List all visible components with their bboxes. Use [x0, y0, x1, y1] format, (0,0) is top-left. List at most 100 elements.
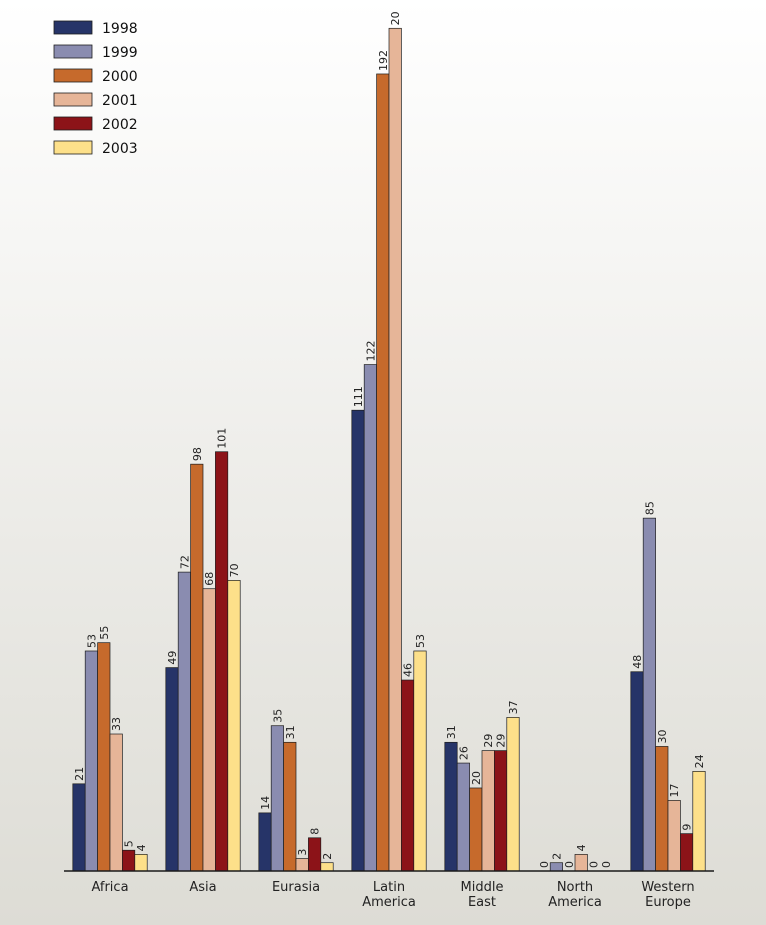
- legend-swatch-1999: [53, 44, 93, 59]
- data-label-2000-5: 0: [563, 861, 576, 868]
- bar-2002-6: [680, 833, 694, 872]
- data-label-2001-6: 17: [668, 783, 681, 797]
- data-label-2003-1: 70: [228, 563, 241, 577]
- bar-1998-3: [351, 409, 365, 872]
- category-label-2: Eurasia: [272, 880, 320, 895]
- bar-2001-4: [481, 750, 495, 872]
- data-label-2000-1: 98: [191, 447, 204, 461]
- bar-1998-1: [165, 667, 179, 872]
- legend-label-2000: 2000: [102, 69, 138, 85]
- bar-2000-6: [655, 746, 669, 872]
- bar-2000-3: [376, 73, 390, 872]
- legend-label-1999: 1999: [102, 45, 138, 61]
- category-label-0: Africa: [91, 880, 128, 895]
- data-label-1999-3: 122: [364, 341, 377, 362]
- data-label-2003-5: 0: [600, 861, 613, 868]
- bar-1998-0: [72, 783, 86, 872]
- bar-2002-1: [215, 451, 229, 872]
- data-label-2003-4: 37: [507, 700, 520, 714]
- bar-1999-1: [177, 571, 191, 872]
- data-label-2003-3: 53: [414, 634, 427, 648]
- data-label-1999-0: 53: [85, 634, 98, 648]
- bar-2001-2: [295, 858, 309, 872]
- bar-2001-0: [109, 733, 123, 872]
- data-label-2003-0: 4: [135, 844, 148, 851]
- data-label-1998-2: 14: [259, 796, 272, 810]
- data-label-2001-5: 4: [575, 844, 588, 851]
- data-label-2003-2: 2: [321, 853, 334, 860]
- category-label-6: Western Europe: [641, 880, 694, 910]
- data-label-1999-5: 2: [550, 853, 563, 860]
- legend-label-1998: 1998: [102, 21, 138, 37]
- legend-swatch-1998: [53, 20, 93, 35]
- bar-2000-4: [469, 787, 483, 872]
- category-labels-layer: Africa Asia Eurasia Latin America Middle East N…: [91, 880, 694, 910]
- bar-2002-4: [494, 750, 508, 872]
- data-label-2002-3: 46: [402, 663, 415, 677]
- bars-layer: [72, 27, 706, 872]
- data-label-2001-4: 29: [482, 734, 495, 748]
- data-label-1998-1: 49: [166, 651, 179, 665]
- bar-2002-0: [122, 849, 136, 872]
- bar-2001-1: [202, 588, 216, 872]
- data-labels-layer: 2149141113104853723512226285559831192200…: [73, 11, 706, 868]
- data-label-2003-6: 24: [693, 754, 706, 768]
- bar-2003-0: [134, 854, 148, 872]
- data-label-2001-3: 20: [389, 11, 402, 25]
- data-label-2002-5: 0: [588, 861, 601, 868]
- data-label-2001-1: 68: [203, 572, 216, 586]
- data-label-2000-0: 55: [98, 626, 111, 640]
- data-label-1999-2: 35: [271, 709, 284, 723]
- bar-1999-5: [549, 862, 563, 872]
- data-label-2001-0: 33: [110, 717, 123, 731]
- data-label-2002-0: 5: [123, 840, 136, 847]
- bar-1998-6: [630, 671, 644, 872]
- data-label-2002-1: 101: [216, 428, 229, 449]
- bar-2000-2: [283, 741, 297, 872]
- bar-2003-6: [692, 771, 706, 872]
- category-label-4: Middle East: [461, 880, 504, 910]
- data-label-2000-2: 31: [284, 725, 297, 739]
- data-label-2000-6: 30: [656, 729, 669, 743]
- data-label-2002-6: 9: [681, 824, 694, 831]
- data-label-2002-2: 8: [309, 828, 322, 835]
- bar-2000-1: [190, 463, 204, 872]
- bar-1999-2: [270, 725, 284, 872]
- data-label-2001-2: 3: [296, 849, 309, 856]
- legend-swatch-2002: [53, 116, 93, 131]
- bar-2003-4: [506, 717, 520, 872]
- bar-1999-3: [363, 364, 377, 872]
- bar-2003-2: [320, 862, 334, 872]
- category-label-1: Asia: [189, 880, 216, 895]
- bar-1999-4: [456, 762, 470, 872]
- data-label-1998-4: 31: [445, 725, 458, 739]
- legend-swatch-2000: [53, 68, 93, 83]
- bar-2002-3: [401, 679, 415, 872]
- data-label-1999-1: 72: [178, 555, 191, 569]
- data-label-2000-4: 20: [470, 771, 483, 785]
- legend-swatch-2003: [53, 140, 93, 155]
- bar-1998-4: [444, 741, 458, 872]
- data-label-1999-6: 85: [643, 501, 656, 515]
- data-label-2000-3: 192: [377, 50, 390, 71]
- legend-swatch-2001: [53, 92, 93, 107]
- bar-1998-2: [258, 812, 272, 872]
- bar-2002-2: [308, 837, 322, 872]
- bar-1999-0: [84, 650, 98, 872]
- data-label-1998-3: 111: [352, 386, 365, 407]
- bar-2001-5: [574, 854, 588, 872]
- bar-2001-3: [388, 27, 402, 872]
- data-label-1998-5: 0: [538, 861, 551, 868]
- legend-label-2002: 2002: [102, 117, 138, 133]
- legend-label-2003: 2003: [102, 141, 138, 157]
- bar-1999-6: [642, 517, 656, 872]
- data-label-2002-4: 29: [495, 734, 508, 748]
- bar-2003-1: [227, 580, 241, 872]
- legend: 1998 1999 2000 2001 2002 2003: [53, 20, 138, 157]
- bar-2003-3: [413, 650, 427, 872]
- category-label-5: North America: [548, 880, 602, 910]
- bar-2001-6: [667, 800, 681, 872]
- category-label-3: Latin America: [362, 880, 416, 910]
